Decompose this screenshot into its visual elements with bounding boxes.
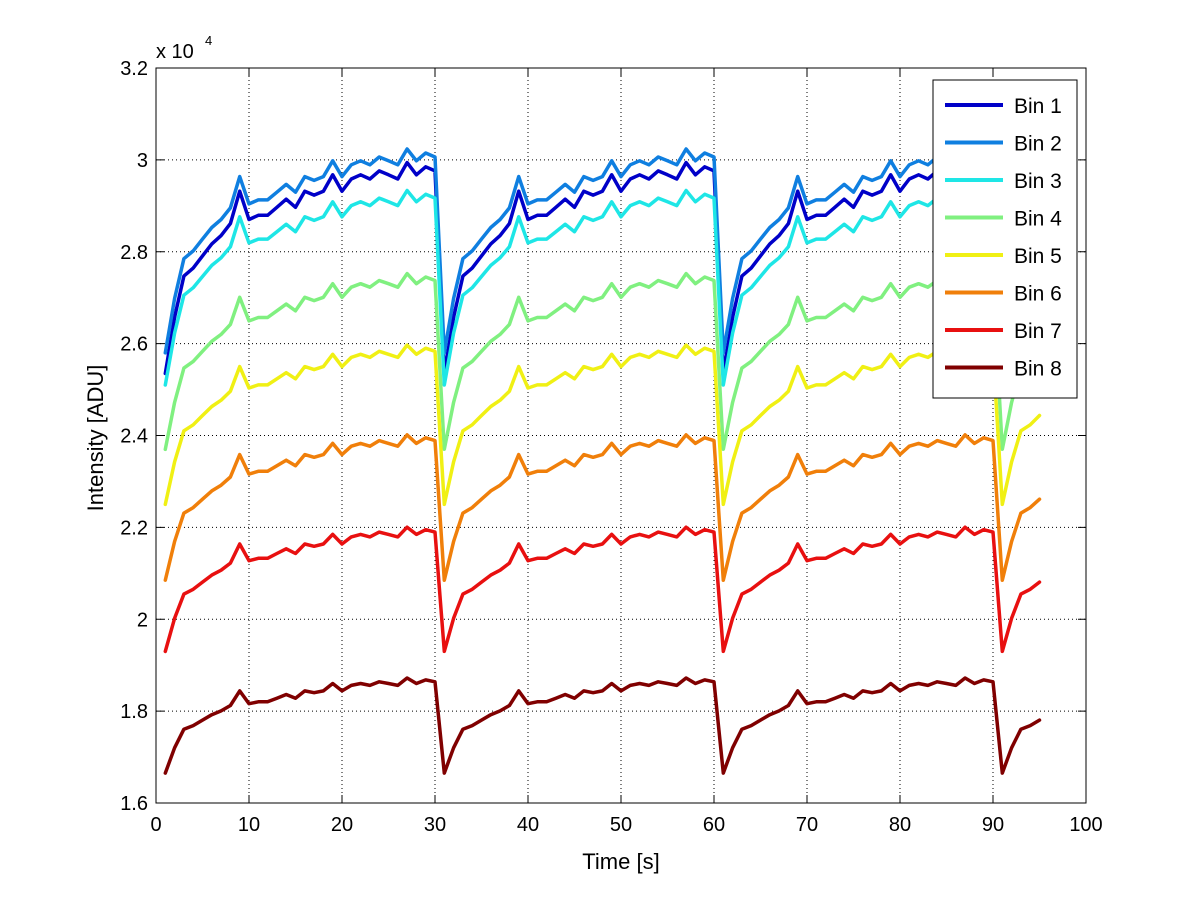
y-axis-label: Intensity [ADU]	[83, 365, 108, 512]
series-line-bin-8	[163, 676, 1042, 775]
x-tick-label: 100	[1069, 814, 1102, 836]
y-tick-label: 3	[137, 150, 148, 172]
series-lines	[163, 147, 1042, 775]
y-tick-label: 2.8	[120, 242, 148, 264]
series-line-bin-4	[163, 271, 1042, 452]
legend-box	[932, 79, 1078, 399]
x-tick-label: 90	[982, 814, 1004, 836]
y-tick-label: 2.2	[120, 517, 148, 539]
y-exponent-superscript: 4	[205, 33, 212, 48]
series-line-bin-5	[163, 343, 1042, 507]
legend-label: Bin 6	[1014, 283, 1062, 306]
x-tick-label: 10	[238, 814, 260, 836]
legend-label: Bin 3	[1014, 170, 1062, 193]
series-line-bin-7	[163, 525, 1042, 654]
y-exponent-label: x 10	[156, 41, 194, 63]
legend-label: Bin 4	[1014, 208, 1062, 231]
y-tick-label: 3.2	[120, 58, 148, 80]
axis-ticks: 0 10 20 30 40 50 60 70 80 90 100 1.6 1.8 2 2.2 2.4 2.6 2.…	[120, 58, 1103, 836]
y-tick-label: 1.6	[120, 793, 148, 815]
legend-label: Bin 8	[1014, 358, 1062, 381]
legend-label: Bin 5	[1014, 245, 1062, 268]
x-tick-label: 0	[150, 814, 161, 836]
legend-label: Bin 1	[1014, 95, 1062, 118]
x-tick-label: 50	[610, 814, 632, 836]
legend-label: Bin 7	[1014, 320, 1062, 343]
legend: Bin 1 Bin 2 Bin 3 Bin 4 Bin 5 Bin 6 Bin 7 Bin 8	[932, 79, 1078, 399]
series-line-bin-3	[163, 188, 1042, 387]
series-line-bin-1	[163, 160, 1042, 376]
x-tick-label: 30	[424, 814, 446, 836]
y-tick-label: 2.6	[120, 334, 148, 356]
y-tick-label: 2.4	[120, 426, 148, 448]
x-tick-label: 60	[703, 814, 725, 836]
x-tick-label: 40	[517, 814, 539, 836]
series-line-bin-2	[163, 147, 1042, 355]
y-tick-label: 2	[137, 609, 148, 631]
x-axis-label: Time [s]	[582, 849, 659, 874]
legend-label: Bin 2	[1014, 133, 1062, 156]
x-tick-label: 70	[796, 814, 818, 836]
y-tick-label: 1.8	[120, 701, 148, 723]
series-line-bin-6	[163, 433, 1042, 582]
x-tick-label: 80	[889, 814, 911, 836]
x-tick-label: 20	[331, 814, 353, 836]
